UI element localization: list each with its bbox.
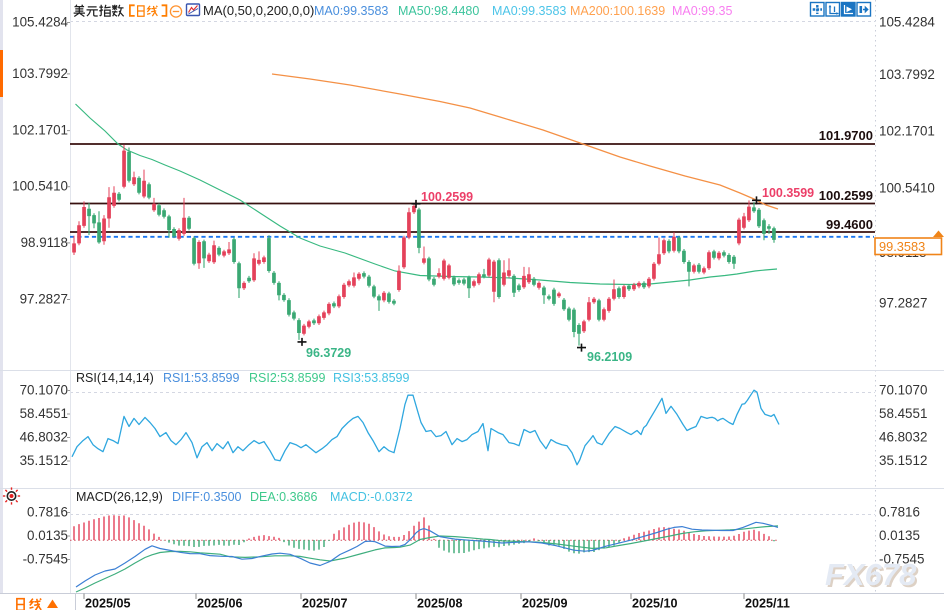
svg-text:DIFF:0.3500: DIFF:0.3500: [172, 490, 242, 504]
svg-text:58.4551: 58.4551: [879, 406, 927, 421]
svg-text:MA0:99.35: MA0:99.35: [672, 4, 733, 18]
svg-text:58.4551: 58.4551: [20, 406, 68, 421]
svg-text:0.7816: 0.7816: [27, 505, 68, 520]
svg-text:RSI3:53.8599: RSI3:53.8599: [333, 371, 409, 385]
svg-text:RSI2:53.8599: RSI2:53.8599: [249, 371, 325, 385]
svg-text:102.1701: 102.1701: [12, 123, 68, 138]
svg-text:2025/06: 2025/06: [197, 597, 243, 610]
svg-text:2025/07: 2025/07: [302, 597, 348, 610]
svg-text:FX678: FX678: [827, 559, 919, 594]
svg-text:0.0135: 0.0135: [27, 528, 68, 543]
svg-text:46.8032: 46.8032: [879, 430, 927, 445]
svg-text:100.5410: 100.5410: [12, 179, 68, 194]
svg-text:102.1701: 102.1701: [879, 124, 935, 139]
svg-text:96.3729: 96.3729: [306, 346, 351, 360]
svg-text:RSI(14,14,14): RSI(14,14,14): [76, 371, 154, 385]
svg-text:DEA:0.3686: DEA:0.3686: [250, 490, 317, 504]
svg-text:100.2599: 100.2599: [421, 190, 473, 204]
svg-text:100.3599: 100.3599: [762, 186, 814, 200]
svg-text:MACD:-0.0372: MACD:-0.0372: [330, 490, 413, 504]
svg-text:70.1070: 70.1070: [20, 383, 68, 398]
svg-text:100.2599: 100.2599: [819, 188, 873, 203]
svg-text:98.9118: 98.9118: [21, 235, 68, 250]
svg-text:MA200:100.1639: MA200:100.1639: [570, 4, 665, 18]
svg-text:MA0:99.3583: MA0:99.3583: [314, 4, 388, 18]
svg-text:35.1512: 35.1512: [879, 453, 927, 468]
svg-text:RSI1:53.8599: RSI1:53.8599: [163, 371, 239, 385]
svg-text:100.5410: 100.5410: [879, 181, 935, 196]
svg-text:35.1512: 35.1512: [20, 453, 68, 468]
svg-text:2025/10: 2025/10: [632, 597, 678, 610]
svg-text:MA50:98.4480: MA50:98.4480: [398, 4, 479, 18]
svg-text:MACD(26,12,9): MACD(26,12,9): [76, 490, 163, 504]
svg-text:99.4600: 99.4600: [826, 217, 873, 232]
svg-text:101.9700: 101.9700: [819, 128, 873, 143]
svg-text:FX678: FX678: [825, 557, 917, 592]
svg-text:105.4284: 105.4284: [12, 15, 68, 30]
svg-text:103.7992: 103.7992: [879, 67, 935, 82]
svg-text:-0.7545: -0.7545: [879, 552, 924, 567]
svg-text:103.7992: 103.7992: [12, 66, 68, 81]
svg-text:97.2827: 97.2827: [20, 292, 68, 307]
svg-text:2025/05: 2025/05: [85, 597, 131, 610]
svg-text:2025/09: 2025/09: [522, 597, 568, 610]
svg-text:2025/08: 2025/08: [417, 597, 463, 610]
svg-text:105.4284: 105.4284: [879, 15, 935, 30]
svg-text:96.2109: 96.2109: [587, 350, 632, 364]
svg-text:-0.7545: -0.7545: [23, 552, 68, 567]
svg-text:46.8032: 46.8032: [20, 430, 68, 445]
svg-text:MA(0,50,0,200,0,0): MA(0,50,0,200,0,0): [203, 3, 314, 18]
svg-text:0.0135: 0.0135: [879, 528, 920, 543]
svg-text:MA0:99.3583: MA0:99.3583: [492, 4, 566, 18]
svg-text:99.3583: 99.3583: [879, 239, 925, 254]
svg-text:97.2827: 97.2827: [879, 296, 927, 311]
svg-text:2025/11: 2025/11: [745, 597, 790, 610]
svg-text:0.7816: 0.7816: [879, 505, 920, 520]
svg-text:70.1070: 70.1070: [879, 383, 927, 398]
